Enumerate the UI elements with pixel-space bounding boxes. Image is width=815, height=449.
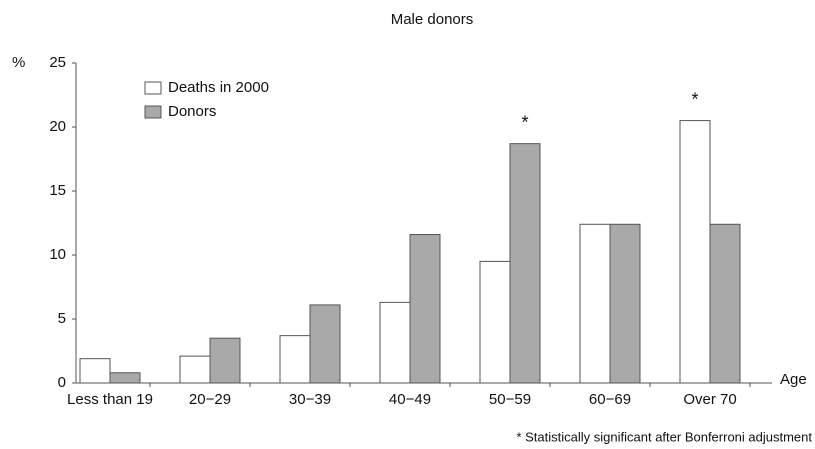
bar [109, 372, 141, 384]
x-tick-label: 40−49 [389, 391, 431, 408]
bar [309, 304, 341, 384]
x-tick-label: 60−69 [589, 391, 631, 408]
x-tick-label: 30−39 [289, 391, 331, 408]
x-tick-label: Less than 19 [67, 391, 153, 408]
y-tick-label: 10 [49, 246, 66, 263]
bar [579, 223, 611, 384]
bar [609, 223, 641, 384]
y-tick-label: 0 [58, 374, 66, 391]
bar [379, 301, 411, 384]
x-axis-label: Age [780, 371, 807, 388]
bar [479, 260, 511, 384]
y-tick-label: 15 [49, 182, 66, 199]
annotation: * [691, 89, 698, 109]
x-tick-label: 20−29 [189, 391, 231, 408]
footnote: * Statistically significant after Bonfer… [516, 429, 812, 444]
y-tick-label: 25 [49, 54, 66, 71]
bar [709, 223, 741, 384]
annotation: * [521, 112, 528, 132]
x-tick-label: Over 70 [683, 391, 736, 408]
legend-label: Deaths in 2000 [168, 79, 269, 96]
chart-title: Male donors [391, 11, 474, 28]
y-tick-label: 20 [49, 118, 66, 135]
legend-swatch [144, 81, 162, 95]
bar [209, 337, 241, 384]
bar [79, 358, 111, 384]
legend-label: Donors [168, 103, 216, 120]
legend-swatch [144, 105, 162, 119]
x-tick-label: 50−59 [489, 391, 531, 408]
bar [509, 143, 541, 384]
bar [409, 234, 441, 384]
bar [179, 355, 211, 384]
y-tick-label: 5 [58, 310, 66, 327]
bar [679, 120, 711, 384]
bar [279, 335, 311, 384]
y-axis-label: % [12, 54, 25, 71]
